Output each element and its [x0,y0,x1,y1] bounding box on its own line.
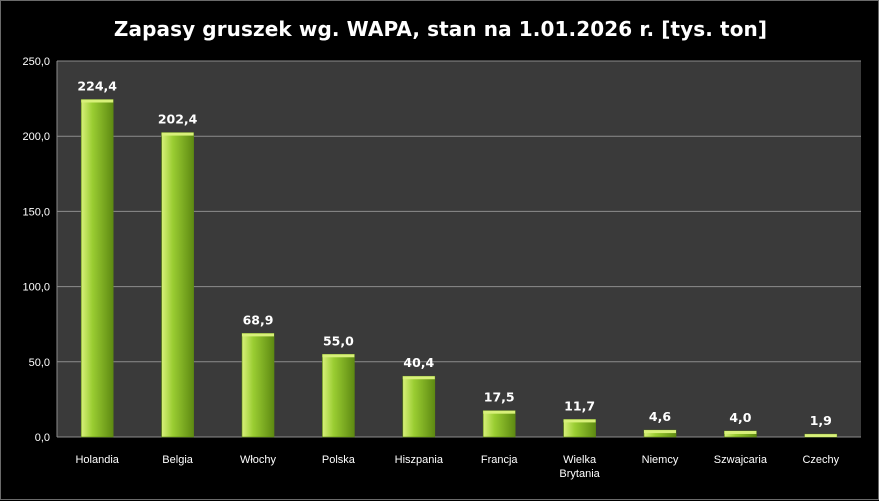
bar [402,375,436,438]
bar-cap [81,99,114,103]
data-label: 224,4 [77,79,117,94]
y-tick-label: 250,0 [22,56,50,68]
x-tick-label: Holandia [75,454,119,466]
x-tick-label: Szwajcaria [714,454,768,466]
bar-cap [161,132,194,136]
bar-cap [563,419,596,423]
bar-cap [644,430,676,434]
bar [161,132,194,438]
bar-cap [483,410,516,414]
y-tick-label: 150,0 [22,206,50,218]
data-label: 4,6 [649,409,671,424]
bar-cap [402,376,435,380]
y-tick-label: 0,0 [35,432,50,444]
data-label: 11,7 [564,398,595,413]
bar-cap [724,430,757,434]
data-label: 40,4 [403,355,434,370]
y-tick-label: 200,0 [22,131,50,143]
data-label: 17,5 [484,390,515,405]
x-tick-label: Wielka Brytania [559,454,600,480]
y-tick-label: 50,0 [29,357,50,369]
bar [80,99,114,438]
x-tick-label: Włochy [240,454,277,466]
data-label: 68,9 [243,312,274,327]
bar-cap [804,434,837,437]
bar-cap [242,333,274,337]
y-tick-label: 100,0 [22,282,50,294]
chart-title: Zapasy gruszek wg. WAPA, stan na 1.01.20… [113,17,768,41]
bar-cap [322,354,355,358]
data-label: 4,0 [729,410,751,425]
data-label: 202,4 [158,112,198,127]
x-tick-label: Hiszpania [395,454,444,466]
bar [241,333,275,438]
bar [322,353,355,438]
data-label: 1,9 [810,413,832,428]
x-tick-label: Czechy [802,454,839,466]
bar [482,410,516,438]
x-tick-label: Belgia [162,454,193,466]
x-tick-label: Francja [481,454,519,466]
x-tick-label: Niemcy [642,454,679,466]
data-label: 55,0 [323,333,354,348]
x-tick-label: Polska [322,454,356,466]
